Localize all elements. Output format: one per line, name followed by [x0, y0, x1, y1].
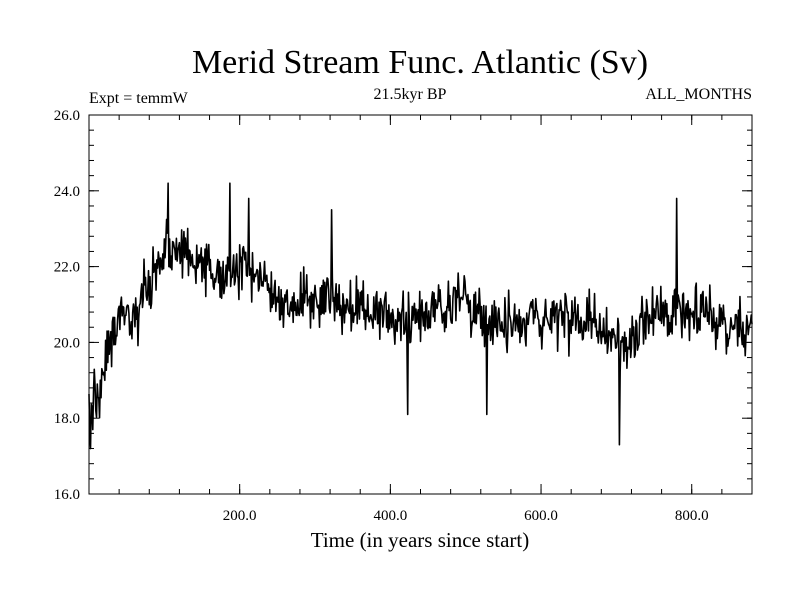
y-tick-label: 20.0	[54, 335, 80, 351]
y-tick-label: 16.0	[54, 487, 80, 503]
subtitle-center: 21.5kyr BP	[374, 86, 447, 103]
y-tick-label: 24.0	[54, 184, 80, 200]
x-tick-label: 600.0	[524, 508, 558, 524]
x-tick-label: 400.0	[373, 508, 407, 524]
series-line	[88, 182, 753, 450]
y-tick-label: 22.0	[54, 260, 80, 276]
subtitle-right: ALL_MONTHS	[645, 86, 752, 103]
y-tick-label: 26.0	[54, 108, 80, 124]
x-tick-label: 200.0	[223, 508, 257, 524]
x-axis-label: Time (in years since start)	[311, 528, 530, 552]
chart-title: Merid Stream Func. Atlantic (Sv)	[192, 44, 648, 81]
y-tick-label: 18.0	[54, 411, 80, 427]
x-tick-label: 800.0	[675, 508, 709, 524]
plot-area: 16.0 18.0 20.0 22.0 24.0 26.0 200.0 400.0 600.0 8…	[54, 108, 753, 524]
subtitle-left: Expt = temmW	[89, 90, 189, 107]
